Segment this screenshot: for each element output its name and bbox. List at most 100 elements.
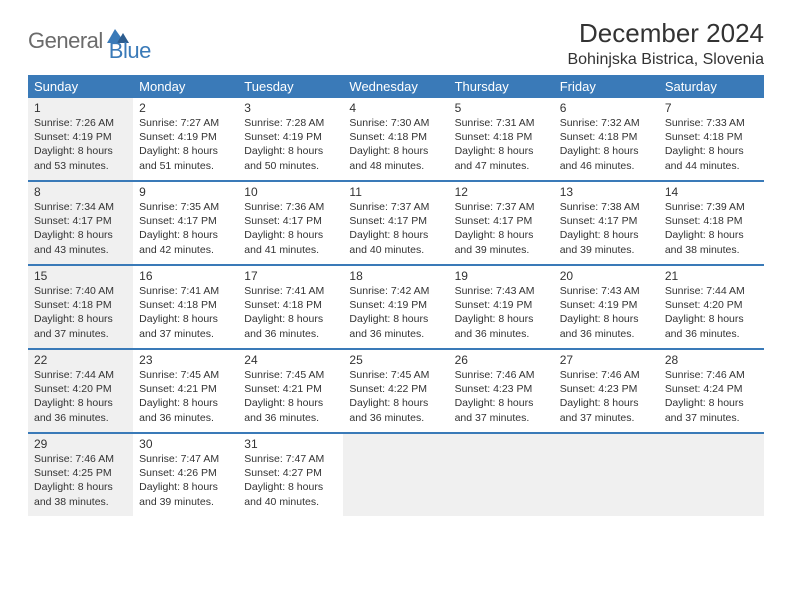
sunrise-line: Sunrise: 7:46 AM — [34, 452, 127, 466]
sunrise-line: Sunrise: 7:45 AM — [139, 368, 232, 382]
day-number: 3 — [244, 101, 337, 115]
day-number: 2 — [139, 101, 232, 115]
day-number: 7 — [665, 101, 758, 115]
day-cell: 20Sunrise: 7:43 AMSunset: 4:19 PMDayligh… — [554, 266, 659, 348]
day-cell: 18Sunrise: 7:42 AMSunset: 4:19 PMDayligh… — [343, 266, 448, 348]
daylight-line: Daylight: 8 hours and 40 minutes. — [244, 480, 337, 508]
day-number: 4 — [349, 101, 442, 115]
day-number: 24 — [244, 353, 337, 367]
day-cell: 26Sunrise: 7:46 AMSunset: 4:23 PMDayligh… — [449, 350, 554, 432]
sunset-line: Sunset: 4:18 PM — [34, 298, 127, 312]
sunset-line: Sunset: 4:23 PM — [560, 382, 653, 396]
daylight-line: Daylight: 8 hours and 36 minutes. — [139, 396, 232, 424]
day-cell: 15Sunrise: 7:40 AMSunset: 4:18 PMDayligh… — [28, 266, 133, 348]
day-number: 28 — [665, 353, 758, 367]
day-number: 20 — [560, 269, 653, 283]
header: General Blue December 2024 Bohinjska Bis… — [0, 0, 792, 75]
sunset-line: Sunset: 4:20 PM — [665, 298, 758, 312]
day-cell: 2Sunrise: 7:27 AMSunset: 4:19 PMDaylight… — [133, 98, 238, 180]
daylight-line: Daylight: 8 hours and 37 minutes. — [455, 396, 548, 424]
weeks-container: 1Sunrise: 7:26 AMSunset: 4:19 PMDaylight… — [28, 98, 764, 516]
day-cell: 23Sunrise: 7:45 AMSunset: 4:21 PMDayligh… — [133, 350, 238, 432]
daylight-line: Daylight: 8 hours and 36 minutes. — [349, 396, 442, 424]
sunrise-line: Sunrise: 7:41 AM — [139, 284, 232, 298]
daylight-line: Daylight: 8 hours and 37 minutes. — [665, 396, 758, 424]
day-cell: 9Sunrise: 7:35 AMSunset: 4:17 PMDaylight… — [133, 182, 238, 264]
sunset-line: Sunset: 4:17 PM — [455, 214, 548, 228]
day-number: 21 — [665, 269, 758, 283]
sunset-line: Sunset: 4:18 PM — [665, 214, 758, 228]
day-number: 9 — [139, 185, 232, 199]
sunrise-line: Sunrise: 7:47 AM — [244, 452, 337, 466]
sunset-line: Sunset: 4:27 PM — [244, 466, 337, 480]
daylight-line: Daylight: 8 hours and 51 minutes. — [139, 144, 232, 172]
logo: General Blue — [28, 18, 151, 64]
sunrise-line: Sunrise: 7:26 AM — [34, 116, 127, 130]
sunset-line: Sunset: 4:18 PM — [455, 130, 548, 144]
day-number: 10 — [244, 185, 337, 199]
sunrise-line: Sunrise: 7:36 AM — [244, 200, 337, 214]
daylight-line: Daylight: 8 hours and 38 minutes. — [665, 228, 758, 256]
logo-text-general: General — [28, 28, 103, 54]
day-number: 6 — [560, 101, 653, 115]
day-cell: 3Sunrise: 7:28 AMSunset: 4:19 PMDaylight… — [238, 98, 343, 180]
logo-text-blue: Blue — [109, 38, 151, 64]
sunrise-line: Sunrise: 7:46 AM — [455, 368, 548, 382]
day-cell: 28Sunrise: 7:46 AMSunset: 4:24 PMDayligh… — [659, 350, 764, 432]
day-number: 19 — [455, 269, 548, 283]
sunset-line: Sunset: 4:17 PM — [349, 214, 442, 228]
day-cell: 31Sunrise: 7:47 AMSunset: 4:27 PMDayligh… — [238, 434, 343, 516]
daylight-line: Daylight: 8 hours and 50 minutes. — [244, 144, 337, 172]
day-cell: 8Sunrise: 7:34 AMSunset: 4:17 PMDaylight… — [28, 182, 133, 264]
sunrise-line: Sunrise: 7:46 AM — [560, 368, 653, 382]
day-cell: 16Sunrise: 7:41 AMSunset: 4:18 PMDayligh… — [133, 266, 238, 348]
day-header: Thursday — [449, 75, 554, 98]
sunrise-line: Sunrise: 7:40 AM — [34, 284, 127, 298]
daylight-line: Daylight: 8 hours and 36 minutes. — [349, 312, 442, 340]
sunrise-line: Sunrise: 7:39 AM — [665, 200, 758, 214]
sunrise-line: Sunrise: 7:37 AM — [455, 200, 548, 214]
sunset-line: Sunset: 4:23 PM — [455, 382, 548, 396]
day-header: Friday — [554, 75, 659, 98]
daylight-line: Daylight: 8 hours and 42 minutes. — [139, 228, 232, 256]
sunrise-line: Sunrise: 7:33 AM — [665, 116, 758, 130]
daylight-line: Daylight: 8 hours and 37 minutes. — [34, 312, 127, 340]
day-cell: 12Sunrise: 7:37 AMSunset: 4:17 PMDayligh… — [449, 182, 554, 264]
day-number: 14 — [665, 185, 758, 199]
day-number: 25 — [349, 353, 442, 367]
day-header: Wednesday — [343, 75, 448, 98]
sunrise-line: Sunrise: 7:30 AM — [349, 116, 442, 130]
daylight-line: Daylight: 8 hours and 43 minutes. — [34, 228, 127, 256]
daylight-line: Daylight: 8 hours and 37 minutes. — [560, 396, 653, 424]
day-cell: 13Sunrise: 7:38 AMSunset: 4:17 PMDayligh… — [554, 182, 659, 264]
daylight-line: Daylight: 8 hours and 47 minutes. — [455, 144, 548, 172]
day-cell — [554, 434, 659, 516]
day-number: 5 — [455, 101, 548, 115]
day-cell — [659, 434, 764, 516]
sunrise-line: Sunrise: 7:37 AM — [349, 200, 442, 214]
day-number: 30 — [139, 437, 232, 451]
sunrise-line: Sunrise: 7:34 AM — [34, 200, 127, 214]
day-cell: 4Sunrise: 7:30 AMSunset: 4:18 PMDaylight… — [343, 98, 448, 180]
sunrise-line: Sunrise: 7:41 AM — [244, 284, 337, 298]
sunset-line: Sunset: 4:19 PM — [349, 298, 442, 312]
day-cell: 19Sunrise: 7:43 AMSunset: 4:19 PMDayligh… — [449, 266, 554, 348]
sunset-line: Sunset: 4:26 PM — [139, 466, 232, 480]
day-cell: 14Sunrise: 7:39 AMSunset: 4:18 PMDayligh… — [659, 182, 764, 264]
sunset-line: Sunset: 4:19 PM — [455, 298, 548, 312]
day-cell — [449, 434, 554, 516]
day-number: 26 — [455, 353, 548, 367]
sunset-line: Sunset: 4:18 PM — [665, 130, 758, 144]
day-cell: 21Sunrise: 7:44 AMSunset: 4:20 PMDayligh… — [659, 266, 764, 348]
day-cell: 6Sunrise: 7:32 AMSunset: 4:18 PMDaylight… — [554, 98, 659, 180]
day-header: Sunday — [28, 75, 133, 98]
sunset-line: Sunset: 4:18 PM — [139, 298, 232, 312]
sunset-line: Sunset: 4:18 PM — [349, 130, 442, 144]
day-number: 11 — [349, 185, 442, 199]
day-header: Monday — [133, 75, 238, 98]
sunset-line: Sunset: 4:19 PM — [139, 130, 232, 144]
daylight-line: Daylight: 8 hours and 48 minutes. — [349, 144, 442, 172]
day-cell: 22Sunrise: 7:44 AMSunset: 4:20 PMDayligh… — [28, 350, 133, 432]
day-cell — [343, 434, 448, 516]
day-number: 1 — [34, 101, 127, 115]
